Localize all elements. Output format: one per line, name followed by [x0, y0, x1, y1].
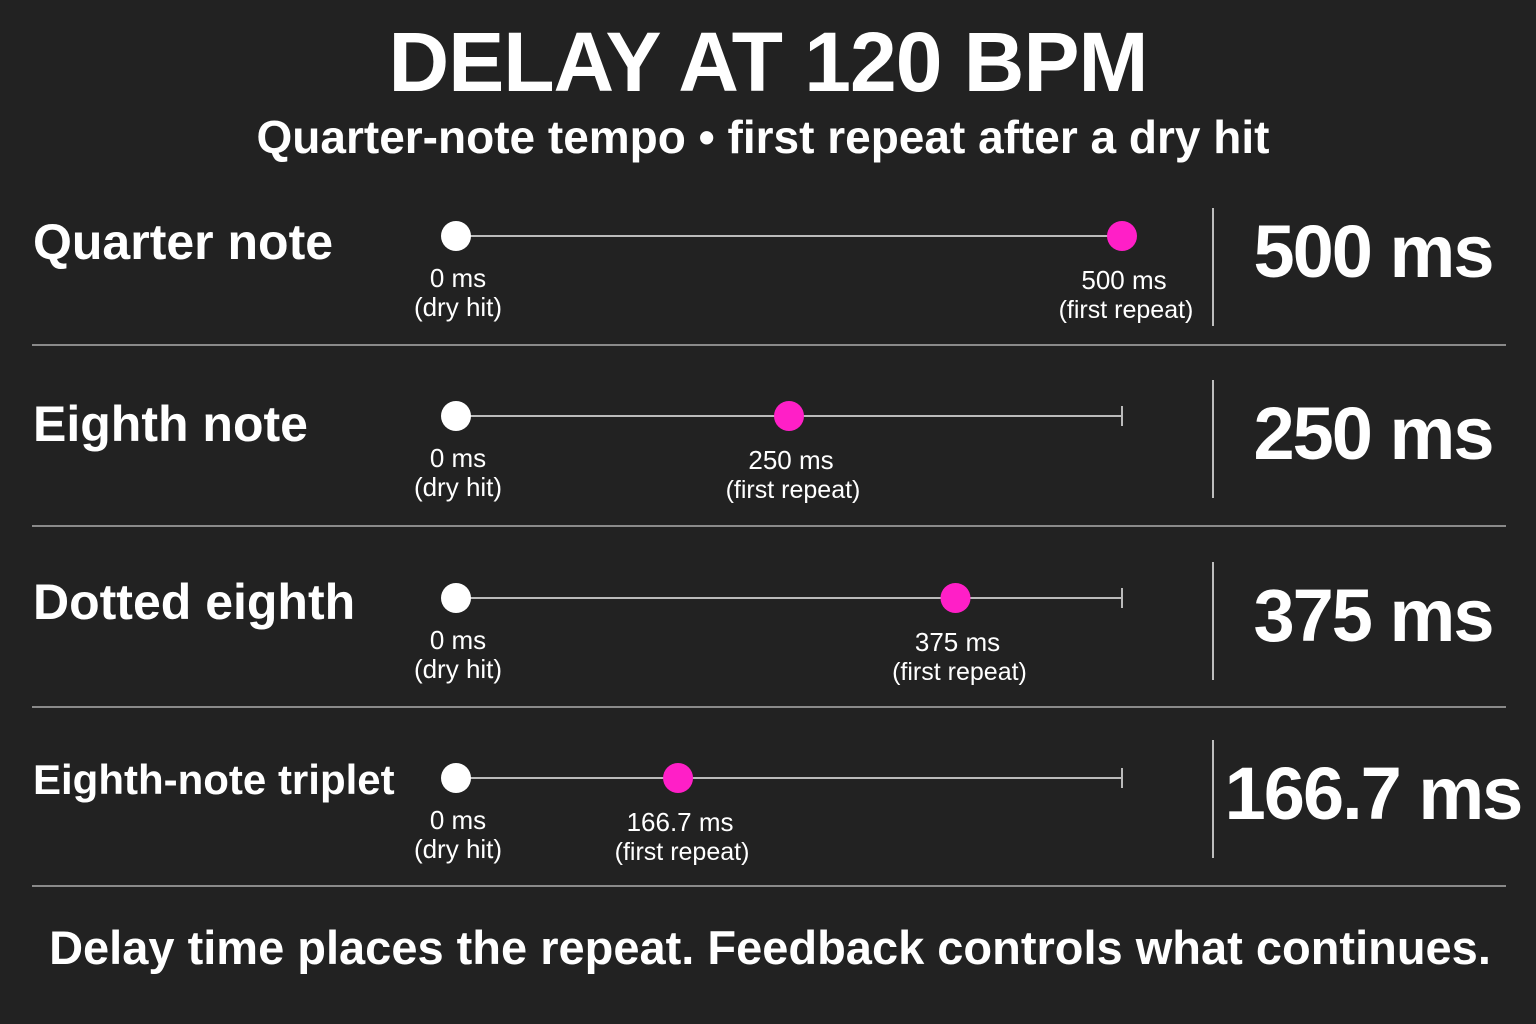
dry-hit-time-label: 0 ms: [430, 625, 486, 655]
row-divider: [32, 525, 1506, 527]
delay-row-eighth-note-triplet: Eighth-note triplet 0 ms (dry hit) 166.7 m…: [0, 728, 1536, 908]
first-repeat-time-label: 166.7 ms: [627, 807, 734, 837]
first-repeat-caption: (first repeat): [615, 838, 750, 866]
first-repeat-marker: [1107, 221, 1137, 251]
row-divider: [32, 885, 1506, 887]
delay-row-dotted-eighth: Dotted eighth 0 ms (dry hit) 375 ms (first …: [0, 548, 1536, 728]
dry-hit-marker: [441, 583, 471, 613]
column-divider: [1212, 740, 1214, 858]
dry-hit-time-label: 0 ms: [430, 805, 486, 835]
delay-time-value: 375 ms: [1253, 574, 1495, 657]
first-repeat-marker: [940, 583, 971, 613]
first-repeat-time-label: 500 ms: [1081, 265, 1166, 295]
first-repeat-time-label: 375 ms: [915, 627, 1000, 657]
timeline: 0 ms(dry hit) 375 ms(first repeat): [414, 583, 1123, 686]
dry-hit-caption: (dry hit): [414, 834, 502, 864]
delay-time-value: 166.7 ms: [1224, 752, 1524, 835]
first-repeat-marker: [774, 401, 804, 431]
row-label: Quarter note: [33, 214, 334, 270]
row-divider: [32, 706, 1506, 708]
first-repeat-time-label: 250 ms: [748, 445, 833, 475]
row-label: Eighth note: [33, 396, 308, 452]
first-repeat-caption: (first repeat): [892, 658, 1027, 686]
dry-hit-time-label: 0 ms: [430, 263, 486, 293]
row-divider: [32, 344, 1506, 346]
dry-hit-caption: (dry hit): [414, 472, 502, 502]
chart-title: DELAY AT 120 BPM: [388, 15, 1149, 109]
delay-row-eighth-note: Eighth note 0 ms (dry hit) 250 ms (first re…: [0, 366, 1536, 546]
dry-hit-caption: (dry hit): [414, 654, 502, 684]
dry-hit-marker: [441, 763, 471, 793]
dry-hit-time-label: 0 ms: [430, 443, 486, 473]
timeline: 0 ms(dry hit) 500 ms(first repeat): [414, 221, 1194, 324]
delay-time-value: 250 ms: [1253, 392, 1495, 475]
chart-subtitle: Quarter-note tempo • first repeat after …: [256, 111, 1270, 163]
timeline: 0 ms(dry hit) 166.7 ms(first repeat): [414, 763, 1123, 866]
column-divider: [1212, 562, 1214, 680]
column-divider: [1212, 380, 1214, 498]
first-repeat-caption: (first repeat): [726, 476, 861, 504]
dry-hit-caption: (dry hit): [414, 292, 502, 322]
dry-hit-marker: [441, 401, 471, 431]
timeline: 0 ms(dry hit) 250 ms(first repeat): [414, 401, 1123, 504]
first-repeat-marker: [663, 763, 694, 793]
column-divider: [1212, 208, 1214, 326]
delay-row-quarter-note: Quarter note 0 ms (dry hit) 500 ms (first r…: [0, 186, 1536, 366]
footer-caption: Delay time places the repeat. Feedback c…: [49, 921, 1491, 974]
dry-hit-marker: [441, 221, 471, 251]
first-repeat-caption: (first repeat): [1059, 296, 1194, 324]
delay-time-value: 500 ms: [1253, 210, 1495, 293]
row-label: Eighth-note triplet: [33, 756, 395, 803]
row-label: Dotted eighth: [33, 574, 356, 630]
